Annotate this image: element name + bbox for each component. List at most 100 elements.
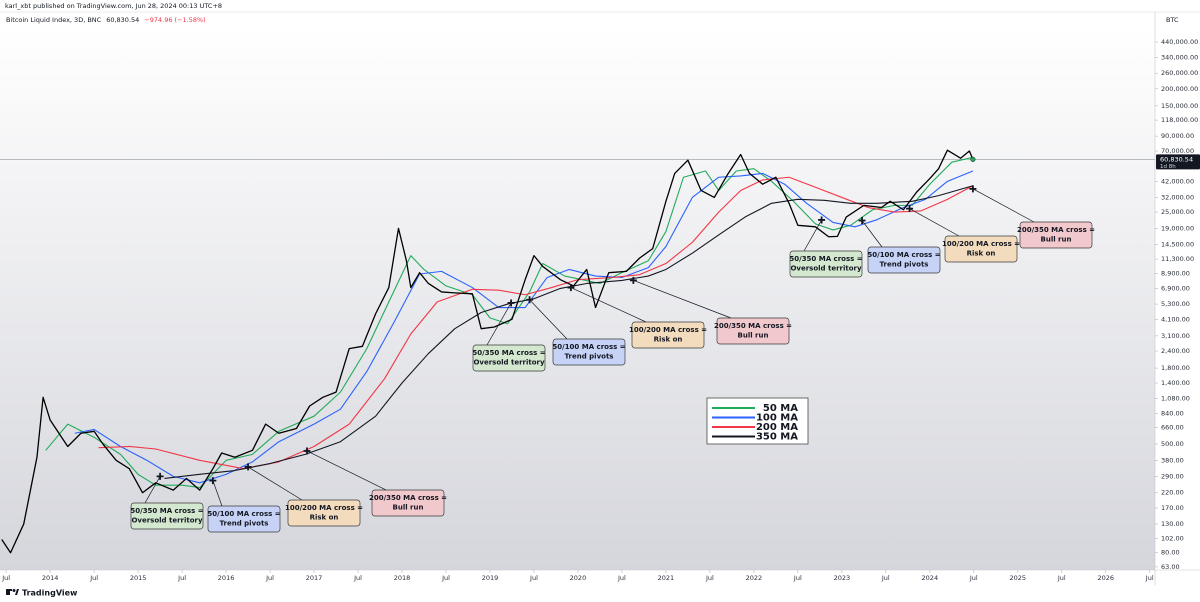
legend-label: 50 MA: [763, 403, 798, 414]
annotation-text: Trend pivots: [565, 353, 614, 361]
connector: [633, 280, 732, 319]
x-tick-label: 2018: [394, 574, 411, 582]
series-name: Bitcoin Liquid Index, 3D, BNC: [6, 16, 102, 24]
annotation-text: Bull run: [393, 504, 424, 512]
currency: BTC: [1166, 16, 1179, 24]
annotation-text: Risk on: [654, 336, 683, 344]
annotation-box: [371, 489, 445, 517]
annotation-text: 200/350 MA cross =: [369, 494, 447, 502]
x-tick-label: 2017: [306, 574, 323, 582]
y-tick-label: 5,300.00: [1161, 300, 1190, 308]
x-tick-label: 2022: [746, 574, 763, 582]
annotation-text: Oversold territory: [131, 517, 203, 525]
y-tick-label: 6,900.00: [1161, 284, 1190, 292]
y-tick-label: 70,000.00: [1161, 147, 1194, 155]
y-tick-label: 260,000.00: [1161, 69, 1198, 77]
y-tick-label: 1,080.00: [1161, 394, 1190, 402]
annotation-box: [944, 235, 1018, 263]
y-tick-label: 170.00: [1161, 504, 1184, 512]
last-value: 60,830.54: [106, 16, 139, 24]
y-tick-label: 25,000.00: [1161, 208, 1194, 216]
x-tick-label: Jul: [705, 574, 714, 582]
x-tick-label: Jul: [529, 574, 538, 582]
y-tick-label: 660.00: [1161, 424, 1184, 432]
x-tick-label: Jul: [89, 574, 98, 582]
cross-marker: [969, 185, 977, 193]
y-tick-label: 11,300.00: [1161, 255, 1194, 263]
annotation-box: [130, 502, 204, 530]
cross-marker: [906, 205, 914, 213]
x-tick-label: 2016: [218, 574, 235, 582]
annotation-box: [867, 246, 941, 274]
y-tick-label: 42,000.00: [1161, 177, 1194, 185]
cross-marker: [303, 447, 311, 455]
last-point: [970, 156, 976, 162]
cross-marker: [156, 472, 164, 480]
x-tick-label: Jul: [1145, 574, 1154, 582]
y-tick-label: 1,400.00: [1161, 379, 1190, 387]
x-tick-label: 2026: [1097, 574, 1114, 582]
connector: [144, 476, 161, 504]
x-tick-label: Jul: [441, 574, 450, 582]
x-tick-label: Jul: [1, 574, 10, 582]
cross-marker: [629, 276, 637, 284]
header: karl_xbt published on TradingView.com, J…: [5, 2, 222, 10]
logo: [6, 589, 19, 595]
annotation-text: 50/100 MA cross =: [207, 510, 280, 518]
line: [1, 149, 974, 554]
subtitle: Bitcoin Liquid Index, 3D, BNC 60,830.54 −9…: [6, 16, 206, 24]
connector: [486, 302, 512, 346]
change: −974.96 (−1.58%): [144, 16, 205, 24]
x-tick-label: Jul: [969, 574, 978, 582]
y-tick-label: 3,100.00: [1161, 332, 1190, 340]
connector: [212, 480, 223, 507]
annotation-text: Oversold territory: [790, 265, 862, 273]
y-tick-label: 32,000.00: [1161, 193, 1194, 201]
connector: [909, 208, 960, 237]
y-tick-label: 2,400.00: [1161, 347, 1190, 355]
x-tick-label: 2023: [834, 574, 851, 582]
connector: [972, 188, 1035, 223]
connector: [247, 466, 303, 501]
countdown: 1d 8h: [1160, 164, 1176, 170]
legend-label: 350 MA: [756, 432, 798, 443]
annotation-text: Bull run: [1041, 236, 1072, 244]
annotation-text: 50/100 MA cross =: [552, 343, 625, 351]
y-tick-label: 14,500.00: [1161, 240, 1194, 248]
cross-marker: [507, 299, 515, 307]
y-tick-label: 1,800.00: [1161, 364, 1190, 372]
cross-marker: [858, 216, 866, 224]
x-tick-label: Jul: [177, 574, 186, 582]
y-tick-label: 4,100.00: [1161, 315, 1190, 323]
annotation-box: [716, 317, 790, 345]
y-tick-label: 90,000.00: [1161, 132, 1194, 140]
price-tag: [1156, 154, 1200, 170]
line: [45, 156, 974, 489]
annotation-box: [789, 250, 863, 278]
y-tick-label: 19,000.00: [1161, 224, 1194, 232]
cross-marker: [567, 284, 575, 292]
y-tick-label: 130.00: [1161, 520, 1184, 528]
x-tick-label: 2019: [482, 574, 499, 582]
annotation-text: Risk on: [967, 250, 996, 258]
connector: [861, 220, 883, 248]
x-tick-label: 2014: [42, 574, 59, 582]
annotation-box: [631, 321, 705, 349]
annotation-text: Trend pivots: [220, 520, 269, 528]
y-tick-label: 290.00: [1161, 472, 1184, 480]
annotation-box: [472, 344, 546, 372]
plot: 50/350 MA cross = Oversold territory 50/10…: [0, 149, 1155, 554]
annotation-text: 100/200 MA cross =: [629, 326, 707, 334]
y-tick-label: 340,000.00: [1161, 53, 1198, 61]
y-tick-label: 102.00: [1161, 534, 1184, 542]
footer: TradingView: [22, 589, 78, 598]
connector: [306, 450, 387, 491]
legend-label: 200 MA: [756, 422, 798, 433]
cross-marker: [244, 463, 252, 471]
cross-marker: [526, 296, 534, 304]
y-tick-label: 150,000.00: [1161, 102, 1198, 110]
axes: 440,000.00 340,000.00 260,000.00 200,000.00…: [1, 38, 1200, 582]
y-tick-label: 118,000.00: [1161, 116, 1198, 124]
connector: [570, 287, 647, 323]
